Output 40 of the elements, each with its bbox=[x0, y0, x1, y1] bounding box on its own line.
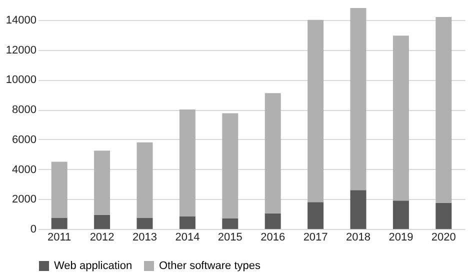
y-tick-label: 4000 bbox=[12, 164, 36, 176]
y-tick-label: 10000 bbox=[6, 74, 36, 86]
bar bbox=[392, 36, 409, 201]
bar bbox=[51, 162, 68, 218]
y-tick-label: 12000 bbox=[6, 44, 36, 56]
bar bbox=[264, 93, 281, 214]
bar bbox=[222, 113, 238, 219]
bar bbox=[179, 110, 196, 216]
x-tick-label: 2012 bbox=[90, 232, 114, 244]
bar bbox=[350, 8, 366, 190]
x-tick-label: 2016 bbox=[260, 232, 286, 244]
x-tick-label: 2014 bbox=[175, 232, 200, 244]
bar bbox=[94, 150, 110, 215]
x-tick-label: 2015 bbox=[218, 232, 242, 244]
bar bbox=[51, 218, 68, 229]
x-tick-label: 2017 bbox=[303, 232, 328, 244]
bar bbox=[350, 190, 366, 229]
x-tick-label: 2020 bbox=[431, 232, 456, 244]
legend-label: Other software types bbox=[159, 260, 261, 272]
y-tick-label: 14000 bbox=[6, 14, 36, 26]
x-tick-label: 2013 bbox=[132, 232, 157, 244]
y-tick-label: 2000 bbox=[12, 194, 36, 206]
x-tick-label: 2018 bbox=[346, 232, 370, 244]
y-tick-label: 8000 bbox=[12, 104, 36, 116]
y-tick-label: 6000 bbox=[12, 134, 36, 146]
x-tick-label: 2011 bbox=[48, 232, 72, 244]
bar bbox=[308, 20, 324, 202]
bar bbox=[264, 213, 281, 229]
bar bbox=[392, 200, 409, 229]
bar bbox=[136, 218, 153, 229]
bar bbox=[136, 142, 153, 218]
y-tick-label: 0 bbox=[30, 224, 36, 236]
bar bbox=[436, 16, 452, 203]
bar bbox=[179, 216, 196, 229]
bar bbox=[436, 202, 452, 229]
legend-label: Web application bbox=[54, 260, 132, 272]
bar bbox=[308, 202, 324, 229]
x-tick-label: 2019 bbox=[388, 232, 414, 244]
bar bbox=[222, 218, 238, 229]
bar bbox=[94, 214, 110, 229]
